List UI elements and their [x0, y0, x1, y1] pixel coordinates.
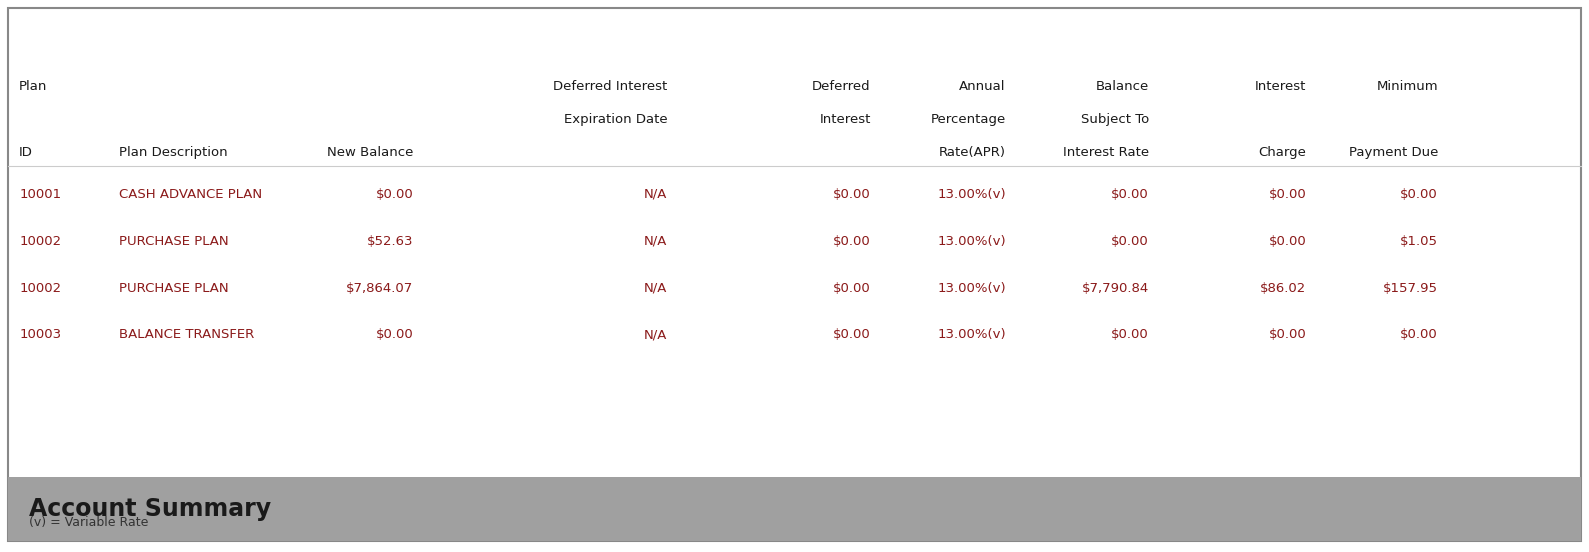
- Text: Balance: Balance: [1095, 80, 1149, 93]
- Text: $0.00: $0.00: [833, 328, 871, 342]
- Text: $0.00: $0.00: [1111, 235, 1149, 248]
- Text: $0.00: $0.00: [833, 235, 871, 248]
- Text: Payment Due: Payment Due: [1349, 146, 1438, 160]
- Text: $0.00: $0.00: [1400, 328, 1438, 342]
- Text: PURCHASE PLAN: PURCHASE PLAN: [119, 282, 229, 295]
- Text: $0.00: $0.00: [1268, 235, 1306, 248]
- Text: PURCHASE PLAN: PURCHASE PLAN: [119, 235, 229, 248]
- Text: 13.00%(v): 13.00%(v): [938, 188, 1006, 201]
- Text: N/A: N/A: [644, 328, 667, 342]
- Text: $7,864.07: $7,864.07: [346, 282, 413, 295]
- Text: 10002: 10002: [19, 235, 62, 248]
- Text: $0.00: $0.00: [1268, 188, 1306, 201]
- Text: 13.00%(v): 13.00%(v): [938, 328, 1006, 342]
- Text: $52.63: $52.63: [367, 235, 413, 248]
- Text: $7,790.84: $7,790.84: [1082, 282, 1149, 295]
- Text: ID: ID: [19, 146, 33, 160]
- Text: Interest: Interest: [820, 113, 871, 126]
- Text: 10003: 10003: [19, 328, 62, 342]
- Text: Subject To: Subject To: [1081, 113, 1149, 126]
- FancyBboxPatch shape: [8, 8, 1581, 541]
- Text: $86.02: $86.02: [1260, 282, 1306, 295]
- Text: Rate(APR): Rate(APR): [939, 146, 1006, 160]
- Text: $0.00: $0.00: [1400, 188, 1438, 201]
- Text: $0.00: $0.00: [1268, 328, 1306, 342]
- Text: $0.00: $0.00: [1111, 188, 1149, 201]
- Text: $0.00: $0.00: [375, 328, 413, 342]
- Text: 13.00%(v): 13.00%(v): [938, 282, 1006, 295]
- Text: 13.00%(v): 13.00%(v): [938, 235, 1006, 248]
- Text: Account Summary: Account Summary: [29, 497, 270, 521]
- Text: $0.00: $0.00: [833, 282, 871, 295]
- Text: BALANCE TRANSFER: BALANCE TRANSFER: [119, 328, 254, 342]
- Text: N/A: N/A: [644, 188, 667, 201]
- Text: $0.00: $0.00: [1111, 328, 1149, 342]
- Text: Plan: Plan: [19, 80, 48, 93]
- Text: Interest Rate: Interest Rate: [1063, 146, 1149, 160]
- Text: New Balance: New Balance: [327, 146, 413, 160]
- Text: N/A: N/A: [644, 235, 667, 248]
- Text: Interest: Interest: [1255, 80, 1306, 93]
- Text: Deferred Interest: Deferred Interest: [553, 80, 667, 93]
- Text: Percentage: Percentage: [931, 113, 1006, 126]
- FancyBboxPatch shape: [8, 477, 1581, 541]
- Text: $0.00: $0.00: [375, 188, 413, 201]
- Text: $157.95: $157.95: [1382, 282, 1438, 295]
- Text: 10001: 10001: [19, 188, 62, 201]
- Text: Plan Description: Plan Description: [119, 146, 227, 160]
- Text: N/A: N/A: [644, 282, 667, 295]
- Text: CASH ADVANCE PLAN: CASH ADVANCE PLAN: [119, 188, 262, 201]
- Text: Expiration Date: Expiration Date: [564, 113, 667, 126]
- Text: Annual: Annual: [960, 80, 1006, 93]
- Text: Deferred: Deferred: [812, 80, 871, 93]
- Text: $0.00: $0.00: [833, 188, 871, 201]
- Text: Minimum: Minimum: [1376, 80, 1438, 93]
- Text: Charge: Charge: [1258, 146, 1306, 160]
- Text: (v) = Variable Rate: (v) = Variable Rate: [29, 516, 148, 529]
- Text: 10002: 10002: [19, 282, 62, 295]
- Text: $1.05: $1.05: [1400, 235, 1438, 248]
